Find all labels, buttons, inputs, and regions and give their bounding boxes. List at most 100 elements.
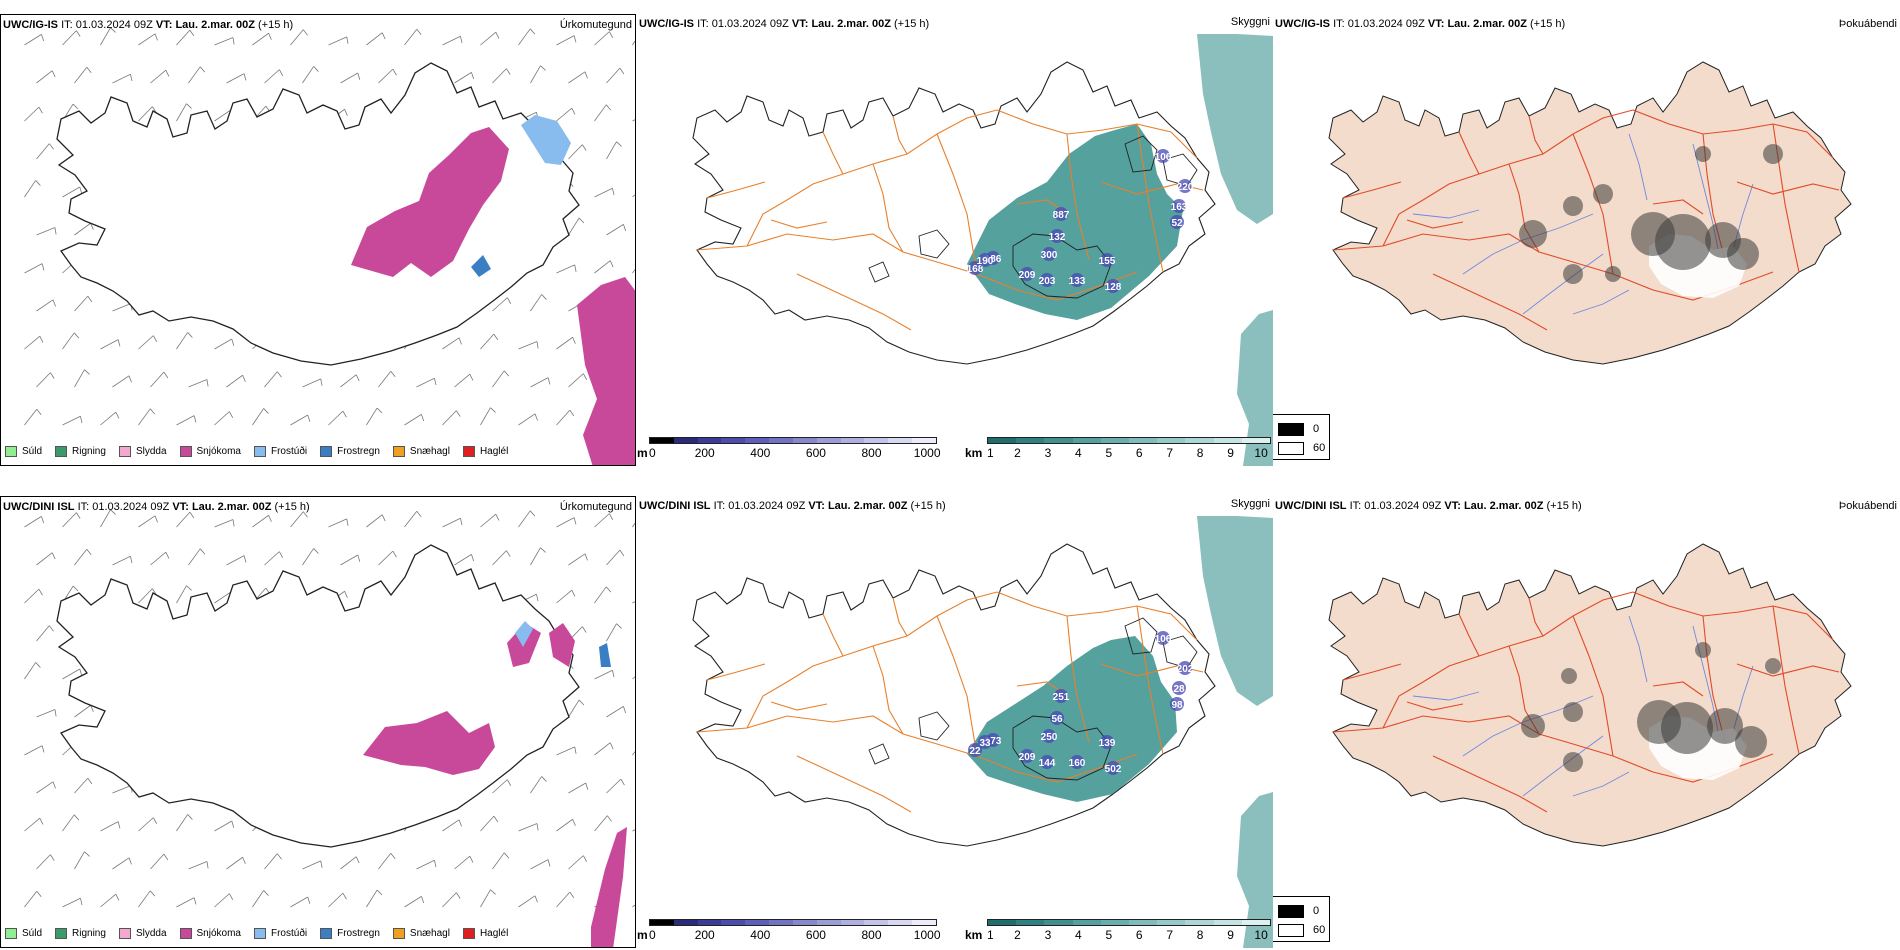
snow-depth-marker <box>1170 697 1184 711</box>
colorbar-tick-label: 800 <box>861 928 882 942</box>
elevation-colorbar: m 0 200 400 600 800 1000 <box>637 919 943 942</box>
colorbar-tick-label: 9 <box>1227 928 1234 942</box>
legend-swatch <box>5 446 17 457</box>
legend-label: Rigning <box>72 928 106 939</box>
fog-blob <box>1563 702 1583 722</box>
fog-blob <box>1765 658 1781 674</box>
colorbar-segment <box>769 438 793 443</box>
legend-item-5: Frostúði <box>253 928 307 939</box>
colorbar-tick-label: 1000 <box>913 928 941 942</box>
snow-depth-label: 502 <box>1105 764 1122 775</box>
colorbar-segment <box>1044 438 1073 443</box>
colorbar-segment <box>1157 438 1186 443</box>
legend-swatch <box>462 446 475 457</box>
colorbar-segment <box>816 920 841 925</box>
snow-depth-label: 887 <box>1053 210 1070 221</box>
snow-depth-marker <box>1040 755 1054 769</box>
snow-depth-label: 128 <box>1105 282 1122 293</box>
snow-depth-label: 106 <box>1155 152 1172 163</box>
precip-type-map-bottom <box>24 509 635 947</box>
legend-label: Súld <box>22 446 43 457</box>
colorbar-segment <box>745 438 770 443</box>
colorbar-tick-label: 3 <box>1044 446 1052 460</box>
fog-blob <box>1695 642 1711 658</box>
panel-header: UWC/DINI ISL IT: 01.03.2024 09Z VT: Lau.… <box>639 500 946 512</box>
snow-depth-label: 190 <box>977 256 994 267</box>
colorbar-segment <box>864 920 889 925</box>
colorbar-segment <box>697 438 722 443</box>
colorbar-segment <box>1044 920 1073 925</box>
snow-depth-label: 33 <box>979 738 991 749</box>
elevation-colorbar: m 0 200 400 600 800 1000 <box>637 437 943 460</box>
legend-swatch <box>118 446 131 457</box>
snow-depth-label: 186 <box>985 254 1002 265</box>
snow-depth-label: 155 <box>1099 256 1116 267</box>
snow-depth-marker <box>968 743 982 757</box>
legend-item-6: Frostregn <box>320 446 380 457</box>
colorbar-unit: m <box>637 446 648 460</box>
legend-swatch <box>253 928 266 939</box>
snow-depth-marker <box>1170 215 1184 229</box>
legend-item-7: Snæhagl <box>392 446 450 457</box>
snow-depth-marker <box>968 261 982 275</box>
panel-title: Úrkomutegund <box>559 19 632 31</box>
colorbar-tick-label: 0 <box>649 446 656 460</box>
precip-type-legend: Súld Rigning Slydda Snjókoma Frostúði Frostre… <box>5 446 508 457</box>
snow-depth-marker <box>1070 755 1084 769</box>
colorbar-segment <box>1016 438 1045 443</box>
fog-legend: 0 60 <box>1273 414 1330 460</box>
snow-depth-label: 203 <box>1039 276 1056 287</box>
snow-depth-label: 251 <box>1053 692 1070 703</box>
snow-depth-label: 163 <box>1171 202 1188 213</box>
snow-depth-marker <box>1054 689 1068 703</box>
colorbar-segment <box>673 438 698 443</box>
colorbar-tick-label: 7 <box>1166 928 1174 942</box>
panel-header: UWC/IG-IS IT: 01.03.2024 09Z VT: Lau. 2.… <box>3 19 294 31</box>
fog-blob <box>1655 214 1711 270</box>
colorbar-unit: km <box>965 928 983 942</box>
legend-item-1: Súld <box>5 928 42 939</box>
snow-depth-label: 209 <box>1019 270 1036 281</box>
snow-depth-label: 52 <box>1171 218 1183 229</box>
legend-item-5: Frostúði <box>253 446 308 457</box>
visibility-panel-top: 887 132 300 209 203 133 155 128 186 168 190 106 220 1… <box>637 14 1273 466</box>
colorbar-segment <box>1185 438 1214 443</box>
fog-blob <box>1695 146 1711 162</box>
panel-title: Skyggni <box>1230 16 1270 28</box>
colorbar-segment <box>1100 438 1130 443</box>
colorbar-segment <box>912 920 936 925</box>
legend-label: Frostúði <box>270 446 308 457</box>
legend-label: Snæhagl <box>409 928 450 939</box>
snow-depth-label: 209 <box>1019 752 1036 763</box>
fog-blob <box>1519 220 1547 248</box>
colorbar-segment <box>864 438 889 443</box>
snow-depth-label: 173 <box>985 736 1002 747</box>
snow-depth-marker <box>1178 661 1192 675</box>
fog-legend: 0 60 <box>1273 896 1330 942</box>
colorbar-unit: m <box>637 928 648 942</box>
colorbar-tick-label: 5 <box>1105 446 1113 460</box>
legend-swatch <box>320 446 333 457</box>
colorbar-tick-label: 1 <box>987 446 994 460</box>
visibility-colorbar: km 1 2 3 4 5 6 7 8 9 10 <box>965 919 1271 942</box>
colorbar-segment <box>988 438 1017 443</box>
colorbar-tick-label: 400 <box>750 446 771 460</box>
panel-title: Skyggni <box>1230 498 1270 510</box>
colorbar-segment <box>888 920 913 925</box>
colorbar-segment <box>721 920 746 925</box>
colorbar-strip <box>649 437 937 444</box>
fog-blob <box>1563 264 1583 284</box>
legend-label: Súld <box>22 928 43 939</box>
snow-depth-marker <box>1020 267 1034 281</box>
fog-blob <box>1605 266 1621 282</box>
colorbar-tick-label: 9 <box>1227 446 1234 460</box>
legend-item-4: Snjókoma <box>179 446 241 457</box>
colorbar-strip <box>649 919 937 926</box>
snow-depth-marker <box>1042 729 1056 743</box>
fog-blob <box>1521 714 1545 738</box>
legend-swatch <box>179 928 192 939</box>
colorbar-segment <box>1241 920 1271 925</box>
legend-swatch <box>55 928 68 939</box>
snow-depth-marker <box>1100 253 1114 267</box>
